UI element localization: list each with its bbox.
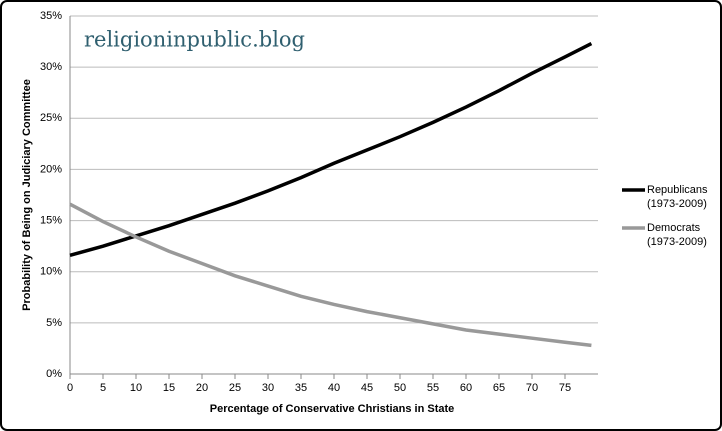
x-axis-title: Percentage of Conservative Christians in… xyxy=(210,403,455,415)
x-tick-label: 15 xyxy=(163,382,175,394)
x-tick-label: 35 xyxy=(295,382,307,394)
legend-label: Republicans (1973-2009) xyxy=(647,184,708,210)
x-tick-label: 55 xyxy=(427,382,439,394)
x-tick-label: 70 xyxy=(526,382,538,394)
x-tick-label: 30 xyxy=(262,382,274,394)
legend-label: Democrats (1973-2009) xyxy=(647,222,707,248)
x-tick-label: 75 xyxy=(559,382,571,394)
y-axis-title: Probability of Being on Judiciary Commit… xyxy=(21,79,33,311)
y-tick-label: 35% xyxy=(40,10,62,22)
x-tick-label: 40 xyxy=(328,382,340,394)
x-tick-label: 65 xyxy=(493,382,505,394)
x-tick-label: 25 xyxy=(229,382,241,394)
series-line xyxy=(69,42,593,258)
y-tick-label: 25% xyxy=(40,112,62,124)
x-tick-label: 50 xyxy=(394,382,406,394)
x-tick-label: 10 xyxy=(130,382,142,394)
x-tick-label: 60 xyxy=(460,382,472,394)
y-tick-label: 0% xyxy=(46,368,62,380)
y-tick-label: 10% xyxy=(40,266,62,278)
x-tick-label: 5 xyxy=(100,382,106,394)
x-tick-label: 0 xyxy=(67,382,73,394)
series-line xyxy=(69,202,592,348)
y-tick-label: 20% xyxy=(40,163,62,175)
y-tick-label: 15% xyxy=(40,214,62,226)
y-tick-label: 30% xyxy=(40,61,62,73)
y-tick-label: 5% xyxy=(46,317,62,329)
x-tick-label: 45 xyxy=(361,382,373,394)
x-tick-label: 20 xyxy=(196,382,208,394)
watermark: religioninpublic.blog xyxy=(84,28,305,52)
